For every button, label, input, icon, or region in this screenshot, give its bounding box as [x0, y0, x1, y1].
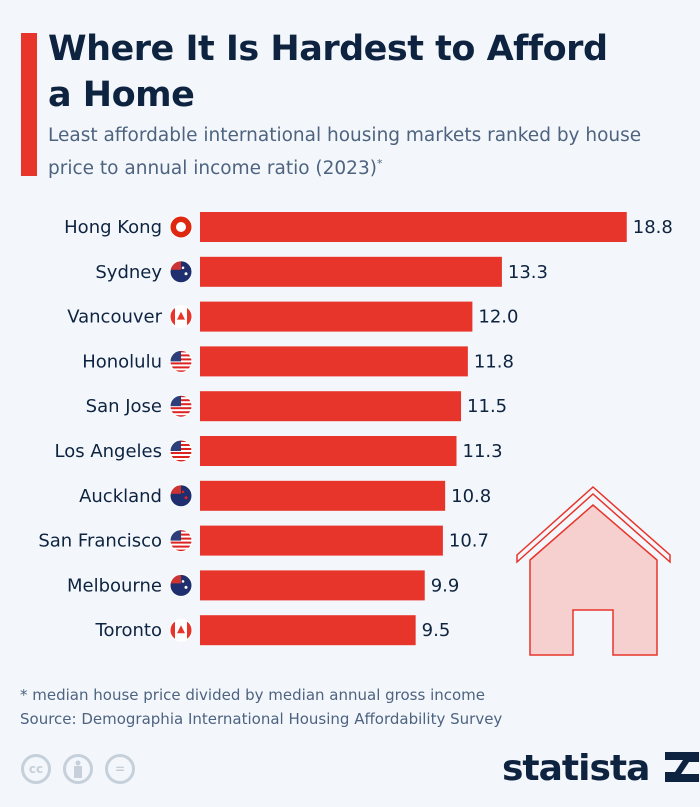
category-label: Auckland [79, 486, 162, 507]
bar [200, 301, 473, 332]
category-label: Melbourne [67, 575, 162, 596]
category-label: Toronto [95, 620, 162, 641]
person-icon [74, 760, 82, 778]
data-label: 10.7 [449, 531, 489, 552]
bar [200, 346, 468, 377]
nd-icon-text: = [114, 762, 126, 776]
bar [200, 615, 416, 646]
title-accent-bar [21, 33, 37, 176]
footnote-mark: * [376, 157, 383, 170]
logo-text: statista [502, 748, 650, 789]
data-label: 12.0 [478, 307, 518, 328]
canada-flag-icon [169, 618, 193, 642]
category-label: Los Angeles [55, 441, 163, 462]
subtitle: Least affordable international housing m… [48, 122, 688, 183]
data-label: 18.8 [633, 217, 673, 238]
by-icon[interactable] [63, 754, 93, 784]
category-label: Hong Kong [64, 217, 162, 238]
subtitle-text: Least affordable international housing m… [48, 125, 642, 180]
canada-flag-icon [169, 305, 193, 329]
house-icon [516, 485, 671, 656]
statista-logo[interactable]: statista [502, 748, 699, 789]
australia-flag-icon [169, 260, 193, 284]
bar [200, 525, 443, 556]
data-label: 11.5 [467, 396, 507, 417]
data-label: 9.5 [422, 620, 451, 641]
data-label: 9.9 [431, 575, 460, 596]
usa-flag-icon [169, 394, 193, 418]
usa-flag-icon [169, 349, 193, 373]
category-label: San Jose [86, 396, 162, 417]
footnote: * median house price divided by median a… [20, 686, 486, 704]
bar [200, 256, 502, 287]
data-label: 11.8 [474, 351, 514, 372]
nd-icon[interactable]: = [105, 754, 135, 784]
category-label: Honolulu [82, 351, 162, 372]
page-title: Where It Is Hardest to Afford a Home [48, 29, 608, 115]
source: Source: Demographia International Housin… [20, 710, 503, 728]
bar [200, 480, 446, 511]
statista-logo-mark [664, 752, 699, 782]
bar [200, 436, 457, 466]
data-label: 10.8 [451, 486, 491, 507]
new-zealand-flag-icon [169, 484, 193, 508]
category-label: San Francisco [38, 531, 162, 552]
category-label: Sydney [95, 262, 162, 283]
data-label: 13.3 [508, 262, 548, 283]
bar [200, 391, 462, 422]
bar [200, 570, 425, 601]
data-label: 11.3 [463, 441, 503, 462]
cc-icon[interactable]: cc [21, 754, 51, 784]
hong-kong-flag-icon [169, 215, 193, 239]
bar-chart: Hong Kong 18.8 Sydney 13.3 Vancouver 12.0 Hono… [38, 212, 673, 656]
usa-flag-icon [169, 439, 193, 463]
usa-flag-icon [169, 529, 193, 553]
category-label: Vancouver [67, 307, 162, 328]
bar [200, 212, 627, 242]
australia-flag-icon [169, 573, 193, 597]
cc-icon-text: cc [28, 762, 44, 776]
